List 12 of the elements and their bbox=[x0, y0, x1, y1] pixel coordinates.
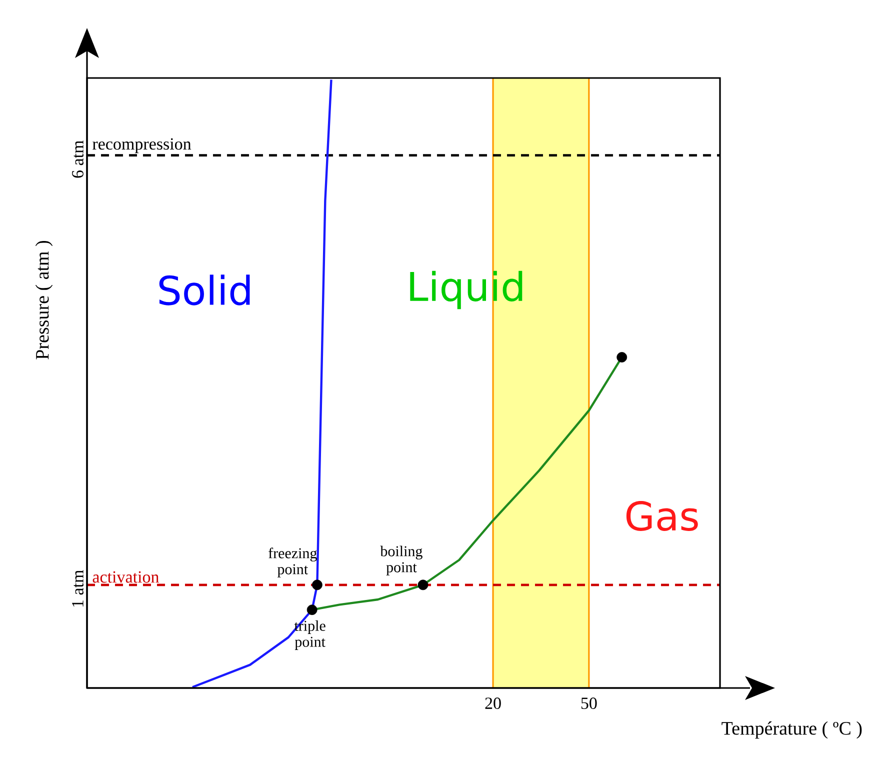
x-tick-label: 50 bbox=[581, 698, 597, 710]
y-tick-label: 6 atm bbox=[72, 140, 84, 178]
y-tick-label: 1 atm bbox=[72, 570, 84, 607]
x-tick-label: 20 bbox=[485, 698, 501, 710]
x-axis-title: Température ( ºC ) bbox=[722, 721, 862, 739]
y-axis-title: Pressure ( atm ) bbox=[35, 240, 53, 360]
annotation: freezing point bbox=[268, 548, 317, 578]
annotation: Solid bbox=[159, 274, 250, 306]
ref-line-label: recompression bbox=[92, 138, 192, 154]
annotation: Gas bbox=[626, 501, 698, 531]
ref-line-label: activation bbox=[92, 571, 159, 583]
annotation: boiling point bbox=[380, 546, 422, 576]
